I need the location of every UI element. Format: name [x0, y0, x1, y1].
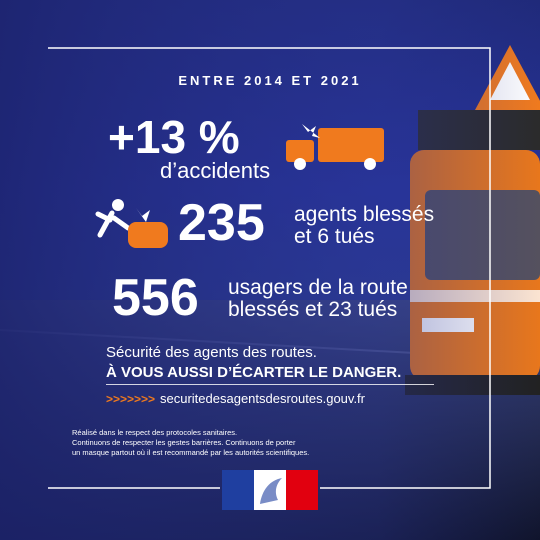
stat-text: agents blessés	[294, 203, 435, 226]
period: ENTRE 2014 ET 2021	[178, 73, 362, 88]
stat-figure: +13 %	[108, 111, 240, 163]
message: À VOUS AUSSI D’ÉCARTER LE DANGER.	[106, 364, 402, 381]
message: Sécurité des agents des routes.	[106, 344, 317, 361]
stat-text: usagers de la route	[228, 276, 408, 299]
stat-text: et 6 tués	[294, 225, 375, 248]
link-arrows: >>>>>>>	[106, 392, 156, 406]
footnote: Continuons de respecter les gestes barri…	[72, 438, 296, 447]
stat-figure: 556	[112, 269, 199, 327]
stat-text: blessés et 23 tués	[228, 298, 398, 321]
republic-logo	[222, 470, 318, 510]
link-url[interactable]: securitedesagentsdesroutes.gouv.fr	[160, 391, 365, 406]
stat-text: d’accidents	[160, 158, 271, 183]
frame	[48, 47, 491, 489]
footnote: un masque partout où il est recommandé p…	[72, 448, 310, 457]
stat-figure: 235	[178, 194, 265, 252]
footnote: Réalisé dans le respect des protocoles s…	[72, 428, 238, 437]
separator	[106, 384, 434, 385]
icon-van	[286, 124, 384, 170]
icon-accident	[95, 199, 168, 248]
